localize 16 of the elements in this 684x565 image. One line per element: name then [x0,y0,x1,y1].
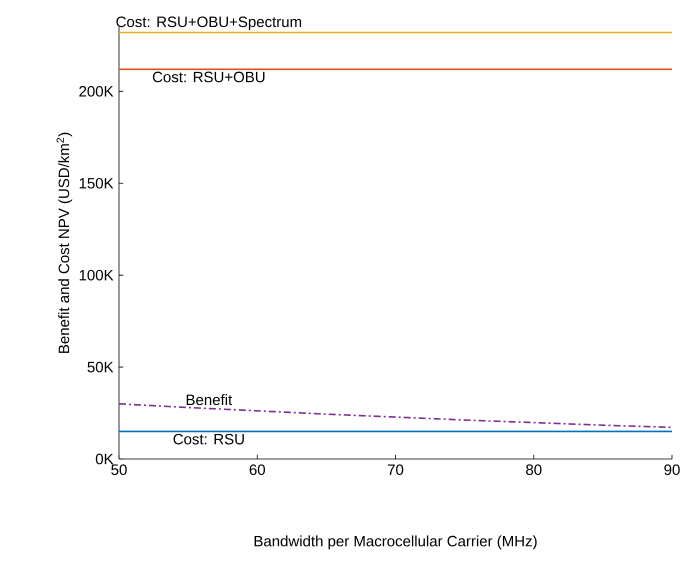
series-label: Cost: RSU+OBU [152,72,264,82]
y-axis-title: Benefit and Cost NPV (USD/km$^{2}$) [56,132,72,353]
x-tick-label: 80 [526,464,542,476]
y-tick-label: 100K [80,270,114,280]
y-tick-label: 200K [79,86,114,97]
x-tick-label: 50 [111,464,127,476]
y-tick-label: 50K [88,362,114,372]
series-label: Cost: RSU [174,434,244,444]
y-tick-label: 150K [80,178,114,189]
x-tick-label: 60 [250,464,265,476]
x-axis-title: Bandwidth per Macrocellular Carrier (MHz) [254,535,537,550]
series-label: Benefit [186,394,232,406]
x-tick-label: 90 [664,464,680,476]
series-label: Cost: RSU+OBU+Spectrum [116,16,302,30]
x-tick-label: 70 [388,464,404,476]
y-tick-label: 0K [96,454,114,464]
